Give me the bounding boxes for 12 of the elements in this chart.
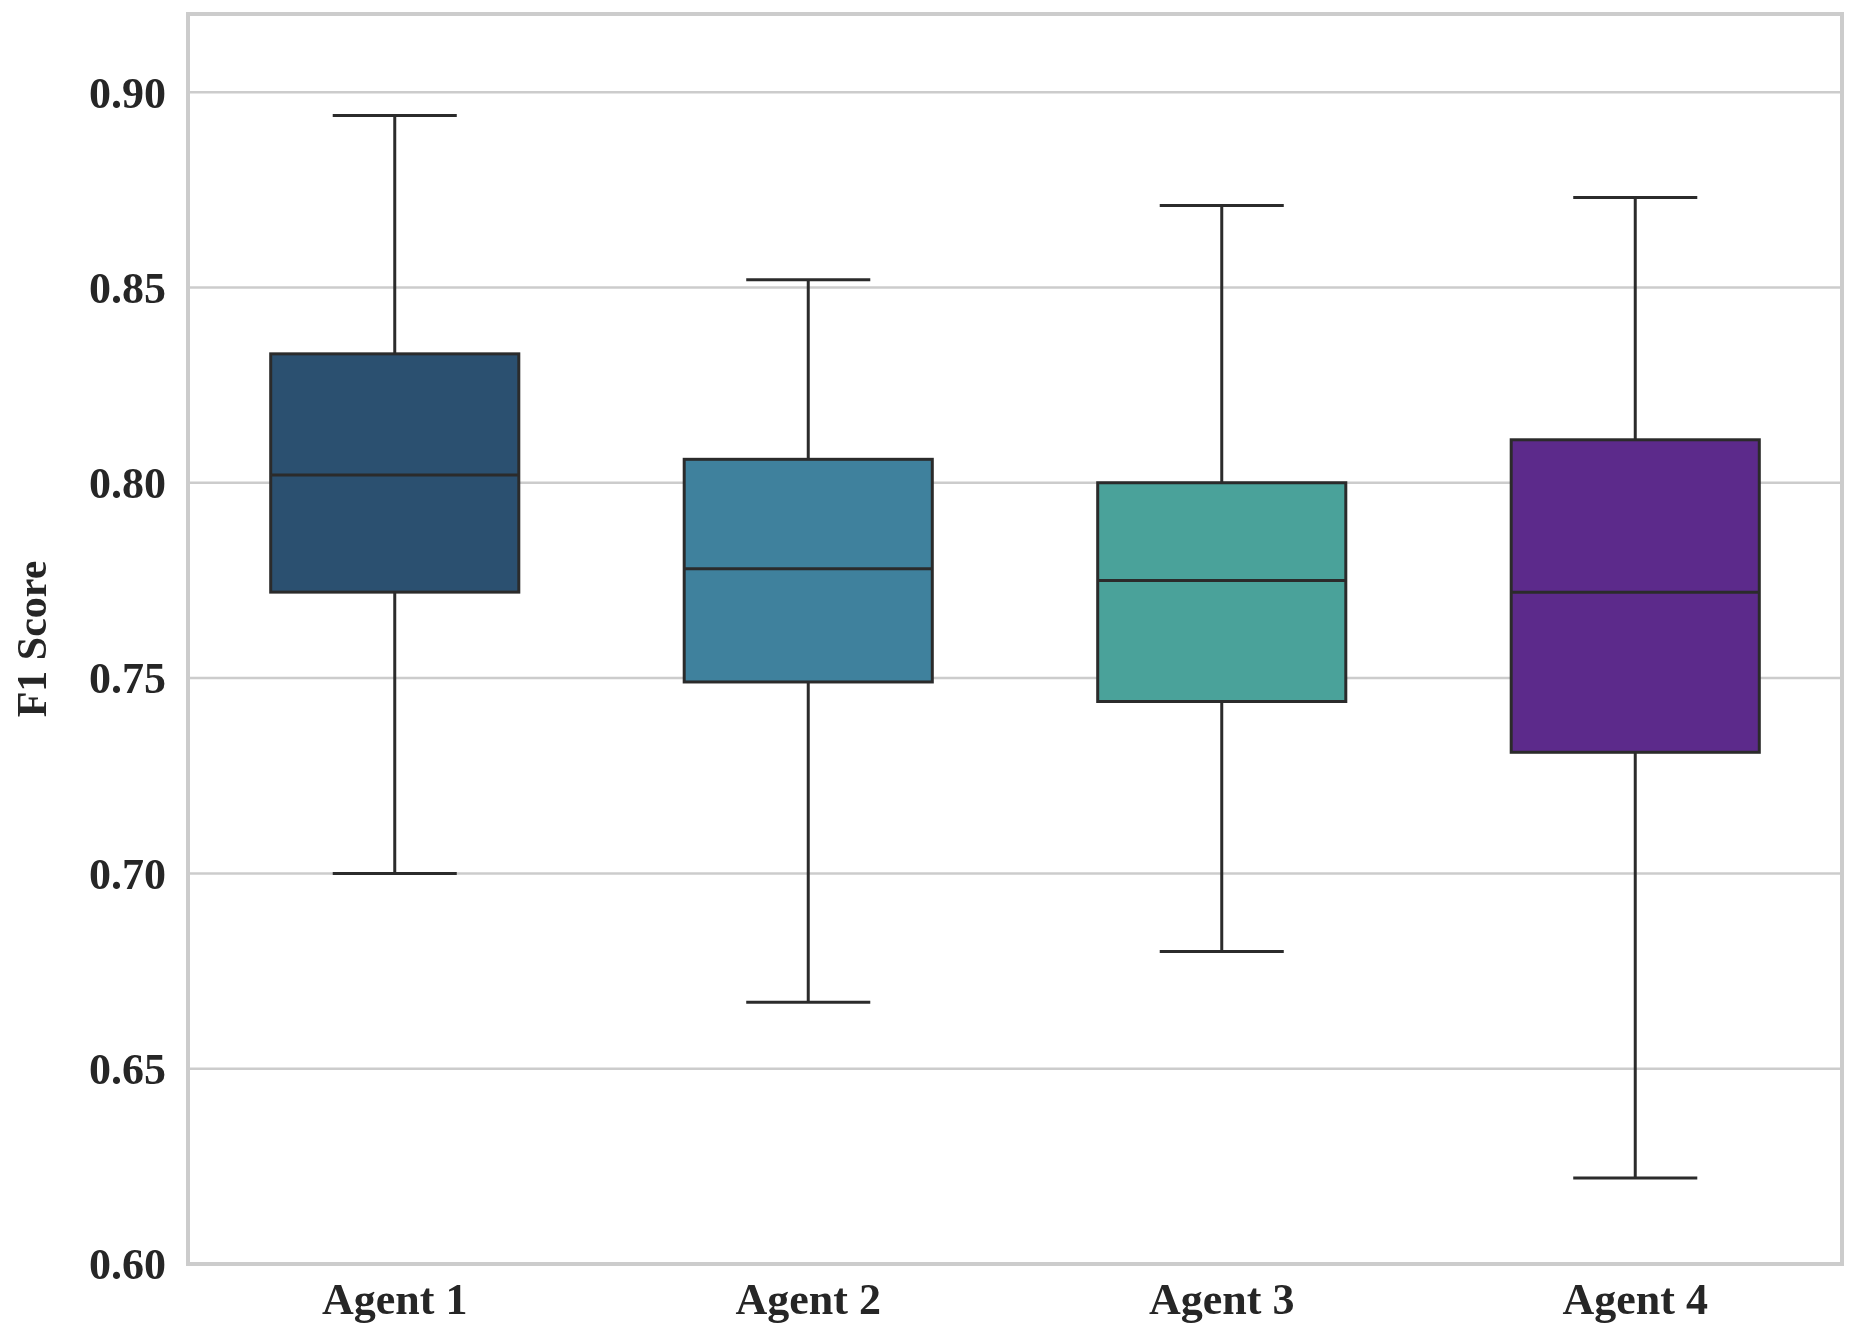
- x-tick-label: Agent 1: [322, 1275, 468, 1324]
- y-tick-label: 0.80: [89, 459, 166, 509]
- y-tick-label: 0.75: [89, 654, 166, 704]
- y-tick-label: 0.65: [89, 1045, 166, 1095]
- y-tick-label: 0.60: [89, 1240, 166, 1290]
- y-tick-label: 0.70: [89, 849, 166, 899]
- y-tick-label: 0.90: [89, 68, 166, 118]
- y-tick-label: 0.85: [89, 263, 166, 313]
- x-tick-label: Agent 2: [735, 1275, 881, 1324]
- x-tick-label: Agent 4: [1562, 1275, 1708, 1324]
- y-axis-title: F1 Score: [9, 560, 55, 718]
- x-tick-label: Agent 3: [1149, 1275, 1295, 1324]
